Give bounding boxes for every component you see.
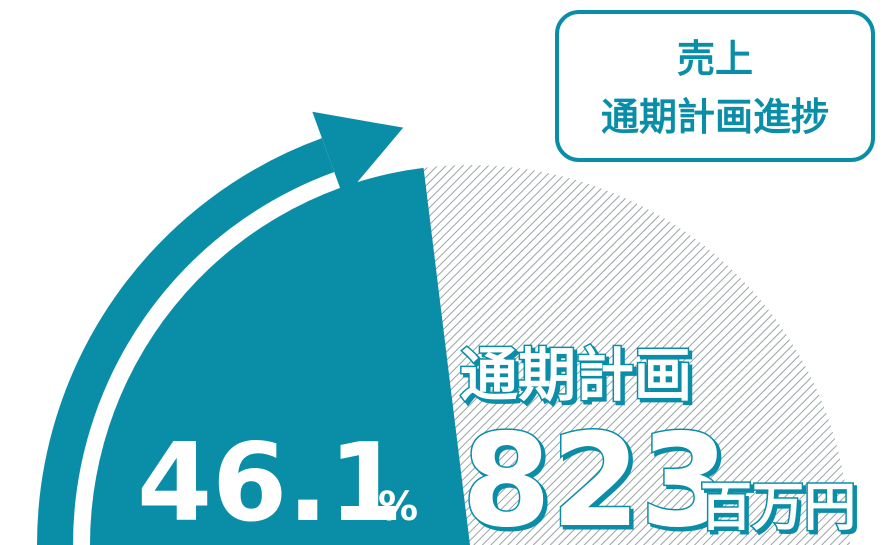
plan-unit: 百万円 [700, 478, 856, 538]
arrow-head [312, 111, 404, 199]
title-box [555, 10, 875, 162]
plan-label: 通期計画 [460, 341, 692, 409]
percent-value: 46.1 [137, 421, 403, 545]
progress-arrow [37, 138, 335, 545]
title-line: 売上 [677, 37, 753, 81]
plan-value: 823 [462, 407, 729, 545]
title-line: 通期計画進捗 [601, 95, 829, 139]
progress-wedge [90, 167, 470, 545]
percent-unit: % [378, 484, 418, 530]
